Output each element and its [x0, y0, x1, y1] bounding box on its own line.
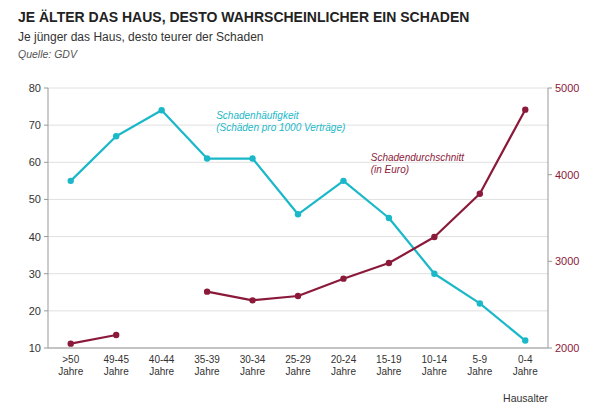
- line: [207, 110, 525, 301]
- tick-label: 15-19Jahre: [376, 354, 402, 377]
- plot-area: [68, 106, 529, 346]
- point: [522, 337, 528, 343]
- axis-line: [48, 348, 548, 349]
- point: [204, 155, 210, 161]
- tick-label: 40: [29, 231, 41, 243]
- tick-mark: [44, 125, 48, 126]
- tick-label: 30-34Jahre: [240, 354, 266, 377]
- point: [204, 288, 210, 294]
- axis-line: [548, 88, 549, 348]
- line: [71, 335, 116, 344]
- point: [68, 178, 74, 184]
- chart: JE ÄLTER DAS HAUS, DESTO WAHRSCHEINLICHE…: [0, 0, 606, 416]
- point: [113, 332, 119, 338]
- tick-label: 25-29Jahre: [285, 354, 311, 377]
- point: [295, 293, 301, 299]
- point: [522, 106, 528, 112]
- source: Quelle: GDV: [18, 48, 78, 60]
- annotation: Schadenhäufigkeit(Schäden pro 1000 Vertr…: [216, 110, 345, 133]
- tick-label: 10: [29, 342, 41, 354]
- point: [113, 133, 119, 139]
- annotation: Schadendurchschnitt(in Euro): [371, 152, 466, 175]
- tick-label: 50: [29, 193, 41, 205]
- point: [340, 178, 346, 184]
- series: [68, 106, 529, 346]
- tick-mark: [548, 348, 552, 349]
- axis-line: [48, 88, 49, 348]
- tick-label: 30: [29, 268, 41, 280]
- tick-label: 0-4Jahre: [513, 354, 538, 377]
- point: [386, 260, 392, 266]
- tick-label: 5-9Jahre: [467, 354, 492, 377]
- tick-mark: [44, 199, 48, 200]
- tick-mark: [44, 273, 48, 274]
- subtitle: Je jünger das Haus, desto teurer der Sch…: [18, 30, 263, 44]
- tick-label: 20-24Jahre: [331, 354, 357, 377]
- grid-line: [48, 88, 548, 89]
- grid-line: [48, 348, 548, 349]
- tick-label: >50Jahre: [58, 354, 83, 377]
- point: [68, 340, 74, 346]
- tick-mark: [548, 174, 552, 175]
- tick-label: 3000: [555, 255, 579, 267]
- grid: [48, 88, 548, 348]
- tick-label: 60: [29, 156, 41, 168]
- title: JE ÄLTER DAS HAUS, DESTO WAHRSCHEINLICHE…: [18, 9, 469, 25]
- tick-mark: [548, 261, 552, 262]
- point: [340, 275, 346, 281]
- tick-mark: [44, 348, 48, 349]
- tick-label: 4000: [555, 169, 579, 181]
- tick-label: 35-39Jahre: [194, 354, 220, 377]
- point: [249, 297, 255, 303]
- tick-mark: [44, 88, 48, 89]
- point: [249, 155, 255, 161]
- tick-label: 2000: [555, 342, 579, 354]
- tick-label: 5000: [555, 82, 579, 94]
- tick-mark: [44, 162, 48, 163]
- tick-label: 70: [29, 119, 41, 131]
- grid-line: [48, 273, 548, 274]
- line: [71, 110, 526, 340]
- tick-mark: [548, 88, 552, 89]
- grid-line: [48, 236, 548, 237]
- point: [477, 300, 483, 306]
- tick-mark: [44, 310, 48, 311]
- grid-line: [48, 162, 548, 163]
- chart-container: JE ÄLTER DAS HAUS, DESTO WAHRSCHEINLICHE…: [0, 0, 606, 416]
- tick-label: 49-45Jahre: [103, 354, 129, 377]
- tick-label: 20: [29, 305, 41, 317]
- point: [158, 107, 164, 113]
- axis-label: Hausalter: [503, 392, 548, 404]
- point: [477, 191, 483, 197]
- tick-label: 10-14Jahre: [422, 354, 448, 377]
- tick-label: 80: [29, 82, 41, 94]
- grid-line: [48, 310, 548, 311]
- series: [68, 107, 529, 344]
- point: [431, 234, 437, 240]
- tick-mark: [44, 236, 48, 237]
- point: [431, 271, 437, 277]
- tick-label: 40-44Jahre: [149, 354, 175, 377]
- point: [295, 211, 301, 217]
- point: [386, 215, 392, 221]
